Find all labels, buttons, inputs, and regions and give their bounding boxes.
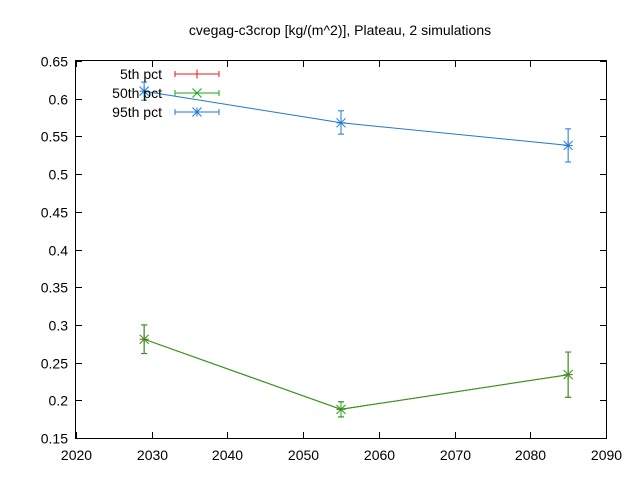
series-line [143, 338, 569, 410]
legend-entry: 95th pct [112, 104, 220, 120]
legend-marker [192, 107, 202, 117]
y-tick-label: 0.2 [49, 393, 69, 409]
x-tick-label: 2050 [288, 447, 319, 463]
data-point [336, 117, 346, 128]
y-tick-label: 0.6 [49, 92, 69, 108]
data-point [563, 140, 573, 151]
data-point [563, 369, 573, 380]
x-tick-label: 2090 [591, 447, 622, 463]
marker-stroke [336, 117, 346, 128]
y-tick-label: 0.45 [41, 205, 68, 221]
marker-stroke [336, 404, 346, 415]
marker-stroke [139, 86, 149, 97]
x-tick-label: 2030 [137, 447, 168, 463]
legend-label: 95th pct [112, 104, 162, 120]
y-tick-label: 0.65 [41, 54, 68, 70]
y-tick-label: 0.5 [49, 167, 69, 183]
x-tick-label: 2080 [515, 447, 546, 463]
x-tick-label: 2070 [440, 447, 471, 463]
x-tick-label: 2020 [61, 447, 92, 463]
y-tick-label: 0.4 [49, 243, 69, 259]
y-tick-label: 0.3 [49, 318, 69, 334]
legend-marker [192, 88, 202, 98]
data-point [139, 86, 149, 97]
data-point [139, 334, 149, 345]
x-tick-label: 2060 [364, 447, 395, 463]
plot-frame [75, 60, 607, 439]
series-line [143, 338, 569, 410]
series-layer [139, 81, 573, 418]
y-tick-label: 0.35 [41, 280, 68, 296]
series-5th-pct [139, 324, 573, 418]
legend-entry: 5th pct [120, 66, 220, 82]
chart-title: cvegag-c3crop [kg/(m^2)], Plateau, 2 sim… [189, 22, 491, 38]
y-tick-label: 0.15 [41, 431, 68, 447]
data-point [336, 404, 346, 415]
legend-marker [192, 69, 202, 79]
marker-stroke [192, 88, 202, 98]
series-50th-pct [139, 324, 573, 418]
y-tick-label: 0.25 [41, 356, 68, 372]
legend-label: 50th pct [112, 85, 162, 101]
legend-label: 5th pct [120, 66, 162, 82]
marker-stroke [563, 140, 573, 151]
series-line [144, 90, 569, 146]
axes: 0.15 0.2 0.25 0.3 0.35 0.4 0.45 0.5 0.55 0.6 0.65 2… [41, 54, 623, 464]
marker-stroke [139, 334, 149, 345]
series-95th-pct [139, 81, 573, 163]
marker-stroke [192, 107, 202, 117]
legend-entry: 50th pct [112, 85, 220, 101]
x-tick-label: 2040 [212, 447, 243, 463]
marker-stroke [563, 369, 573, 380]
y-tick-label: 0.55 [41, 129, 68, 145]
legend: 5th pct 50th pct 95th pct [112, 66, 220, 120]
